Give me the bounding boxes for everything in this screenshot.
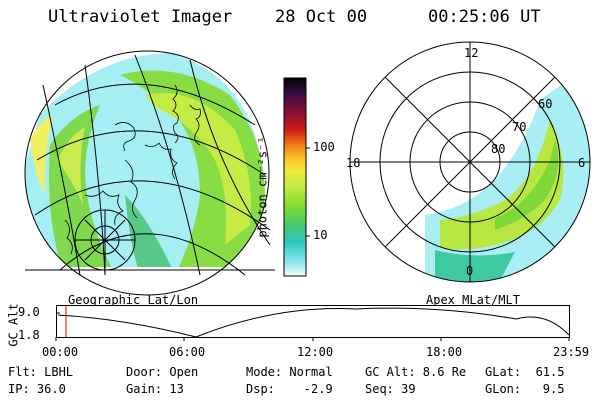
apex-panel-label: Apex MLat/MLT (426, 293, 520, 307)
colorbar-tick-100: 100 (313, 140, 335, 154)
apex-polar-plot (349, 41, 591, 283)
mlat-label-70: 70 (512, 120, 527, 134)
geographic-panel-label: Geographic Lat/Lon (68, 293, 199, 307)
info-gc-alt: GC Alt: 8.6 Re (365, 365, 467, 379)
mlt-label-12: 12 (464, 46, 479, 60)
instrument-title: Ultraviolet Imager (48, 7, 233, 27)
mlat-label-60: 60 (538, 97, 553, 111)
info-glat: GLat: 61.5 (485, 365, 565, 379)
info-door: Door: Open (126, 365, 199, 379)
altitude-xtick-0000: 00:00 (42, 345, 79, 359)
mlt-label-18: 18 (346, 156, 361, 170)
info-flt: Flt: LBHL (8, 365, 74, 379)
info-seq: Seq: 39 (365, 382, 416, 396)
altitude-ytick-9: 9.0 (18, 305, 40, 319)
colorbar-tick-10: 10 (313, 228, 328, 242)
mlat-label-80: 80 (491, 142, 506, 156)
info-dsp: Dsp: -2.9 (246, 382, 333, 396)
altitude-xtick-0600: 06:00 (169, 345, 206, 359)
colorbar (283, 77, 310, 277)
colorbar-unit-label: photon cm⁻²s⁻¹ (255, 136, 270, 238)
altitude-xtick-1200: 12:00 (297, 345, 334, 359)
time-label: 00:25:06 UT (428, 7, 541, 27)
altitude-ytick-1-8: 1.8 (18, 328, 40, 342)
date-label: 28 Oct 00 (275, 7, 368, 27)
mlt-label-6: 6 (578, 156, 586, 170)
altitude-xtick-1800: 18:00 (426, 345, 463, 359)
info-mode: Mode: Normal (246, 365, 333, 379)
altitude-xtick-2359: 23:59 (553, 345, 590, 359)
info-glon: GLon: 9.5 (485, 382, 565, 396)
geographic-auroral-image (24, 50, 275, 296)
info-ip: IP: 36.0 (8, 382, 66, 396)
mlt-label-0: 0 (466, 264, 474, 278)
altitude-plot (55, 305, 570, 341)
info-gain: Gain: 13 (126, 382, 184, 396)
